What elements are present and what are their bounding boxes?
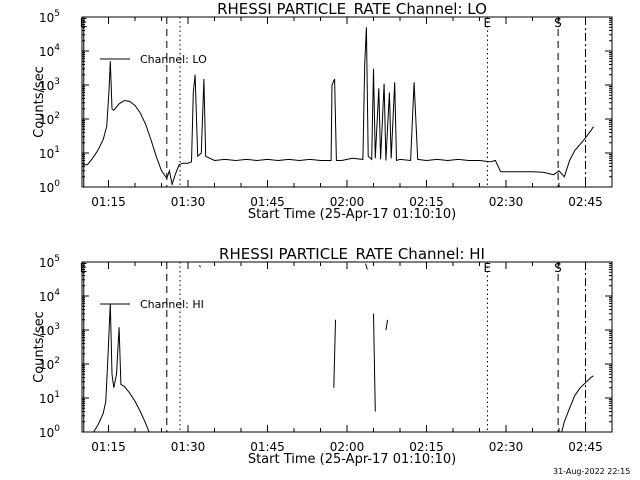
y-tick-label: 102 xyxy=(39,356,60,372)
marker-label: S xyxy=(554,16,562,30)
x-tick-label: 01:30 xyxy=(171,440,206,454)
y-tick-label: 104 xyxy=(39,43,60,59)
series-line xyxy=(561,375,594,433)
series-line xyxy=(333,319,336,388)
marker-label: E xyxy=(483,261,491,275)
x-tick-label: 02:30 xyxy=(489,195,524,209)
plot-frame xyxy=(81,261,613,433)
x-tick-label: 02:45 xyxy=(568,440,603,454)
y-axis-label: Counts/sec xyxy=(32,66,47,138)
series-line xyxy=(199,265,201,268)
y-tick-label: 102 xyxy=(39,111,60,127)
marker-label: E xyxy=(80,261,88,275)
x-tick-label: 01:45 xyxy=(250,195,285,209)
y-axis-label: Counts/sec xyxy=(32,311,47,383)
y-tick-label: 103 xyxy=(39,322,60,338)
chart-title: RHESSI PARTICLE_RATE Channel: LO xyxy=(217,0,487,19)
footer-timestamp: 31-Aug-2022 22:15 xyxy=(553,467,630,476)
x-axis-label: Start Time (25-Apr-17 01:10:10) xyxy=(248,207,456,222)
marker-label: S xyxy=(554,261,562,275)
x-tick-label: 01:30 xyxy=(171,195,206,209)
y-tick-label: 101 xyxy=(39,390,60,406)
x-tick-label: 01:15 xyxy=(91,440,126,454)
series-line xyxy=(365,263,368,270)
y-tick-label: 105 xyxy=(39,254,60,270)
series-line xyxy=(373,313,376,412)
y-tick-label: 100 xyxy=(39,179,60,195)
plot-frame xyxy=(81,16,613,188)
x-tick-label: 02:15 xyxy=(409,440,444,454)
y-tick-label: 103 xyxy=(39,77,60,93)
y-tick-label: 100 xyxy=(39,424,60,440)
series-line xyxy=(385,319,389,331)
x-tick-label: 01:45 xyxy=(250,440,285,454)
x-tick-label: 02:00 xyxy=(330,195,365,209)
legend-label: Channel: HI xyxy=(140,298,204,311)
x-tick-label: 01:15 xyxy=(91,195,126,209)
legend-label: Channel: LO xyxy=(140,53,207,66)
panel-hi: RHESSI PARTICLE_RATE Channel: HI 100 101 10… xyxy=(32,245,613,467)
y-tick-label: 105 xyxy=(39,9,60,25)
marker-label: E xyxy=(483,16,491,30)
x-tick-label: 02:45 xyxy=(568,195,603,209)
y-tick-label: 104 xyxy=(39,288,60,304)
panel-lo: RHESSI PARTICLE_RATE Channel: LO 100 101 10… xyxy=(32,0,613,222)
marker-label: E xyxy=(80,16,88,30)
x-tick-label: 02:30 xyxy=(489,440,524,454)
chart-title: RHESSI PARTICLE_RATE Channel: HI xyxy=(219,245,485,264)
x-tick-label: 02:15 xyxy=(409,195,444,209)
x-tick-label: 02:00 xyxy=(330,440,365,454)
series-line xyxy=(93,303,150,433)
series-line xyxy=(82,27,594,187)
x-axis-label: Start Time (25-Apr-17 01:10:10) xyxy=(248,452,456,467)
y-tick-label: 101 xyxy=(39,145,60,161)
